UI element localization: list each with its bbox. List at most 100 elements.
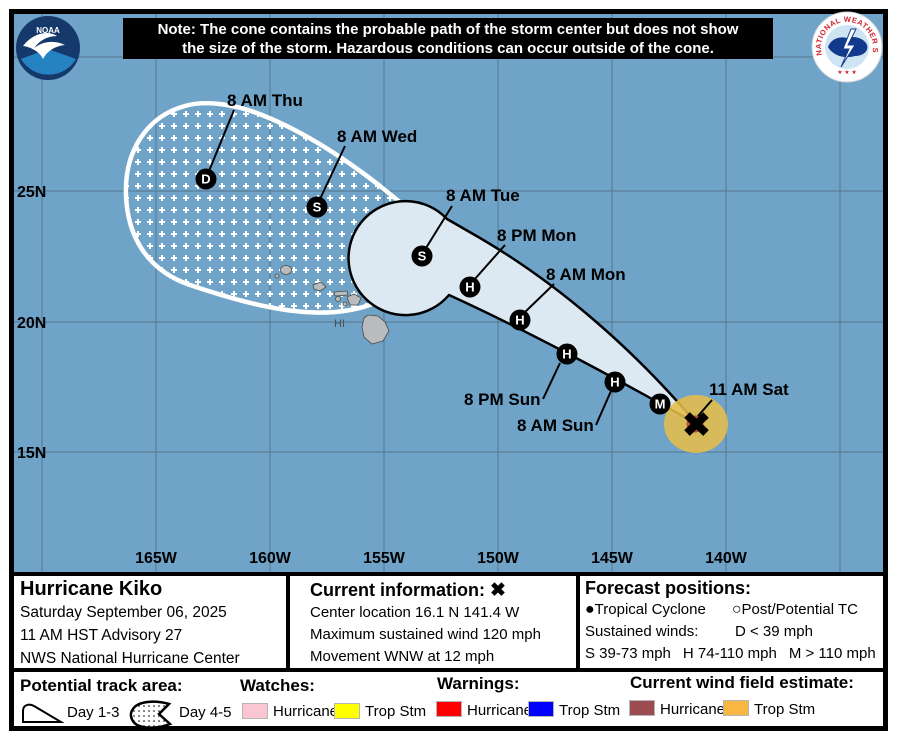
nws-logo-icon: NATIONAL WEATHER SERVICE ★ ★ ★	[811, 11, 883, 83]
watch-tropstm-swatch	[334, 703, 360, 719]
storm-date: Saturday September 06, 2025	[20, 604, 227, 621]
cone-note-banner: Note: The cone contains the probable pat…	[123, 18, 773, 59]
svg-text:H: H	[562, 347, 571, 362]
hawaii-islands	[274, 265, 390, 345]
track-label-tue: 8 AM Tue	[446, 186, 520, 205]
center-location: Center location 16.1 N 141.4 W	[310, 604, 520, 621]
tropical-cyclone-label: Tropical Cyclone	[594, 601, 706, 618]
forecast-positions-header: Forecast positions:	[585, 578, 752, 598]
legend-row: Potential track area: Day 1-3 Day 4-5 Wa…	[14, 668, 883, 729]
post-potential-circle-icon: ○	[731, 601, 742, 618]
storm-info-panel: Hurricane Kiko Saturday September 06, 20…	[14, 576, 286, 668]
lon-label: 145W	[591, 550, 634, 567]
movement: Movement WNW at 12 mph	[310, 648, 495, 665]
outer-frame	[9, 9, 888, 731]
forecast-point: H	[556, 343, 578, 365]
lon-label: 150W	[477, 550, 520, 567]
forecast-positions-panel: Forecast positions: ●Tropical Cyclone ○Po…	[580, 576, 883, 668]
wind-field-header: Current wind field estimate:	[630, 673, 854, 692]
note-line2: the size of the storm. Hazardous conditi…	[182, 40, 714, 57]
panel-divider	[576, 576, 580, 668]
svg-text:H: H	[610, 375, 619, 390]
lon-label: 165W	[135, 550, 178, 567]
current-info-header: Current information: ✖	[310, 579, 576, 602]
latitude-labels: 25N 20N 15N	[17, 184, 46, 462]
track-label-sun-am: 8 AM Sun	[517, 416, 594, 435]
current-position-x-glyph: ✖	[490, 580, 506, 601]
forecast-points: D S S H H H H M	[195, 168, 671, 415]
lat-label: 25N	[17, 184, 46, 201]
info-panels-row: Hurricane Kiko Saturday September 06, 20…	[14, 572, 883, 668]
forecast-point: S	[411, 245, 433, 267]
d-wind-range: D < 39 mph	[735, 623, 813, 640]
track-label-thu: 8 AM Thu	[227, 91, 303, 110]
nws-stars: ★ ★ ★	[837, 69, 856, 76]
watch-hurricane-label: Hurricane	[273, 703, 339, 720]
current-info-header-text: Current information:	[310, 580, 485, 600]
forecast-point: D	[195, 168, 217, 190]
svg-text:M: M	[655, 397, 666, 412]
watches-header: Watches:	[240, 676, 315, 695]
storm-advisory: 11 AM HST Advisory 27	[20, 627, 183, 644]
wind-tropstm-label: Trop Stm	[754, 701, 816, 718]
forecast-point: H	[604, 371, 626, 393]
svg-text:H: H	[465, 280, 474, 295]
post-potential-label: Post/Potential TC	[741, 601, 858, 618]
warning-hurricane-swatch	[436, 701, 462, 717]
s-wind-range: S 39-73 mph	[585, 645, 671, 662]
forecast-map: HI D S S H H H H M	[14, 14, 883, 572]
wind-tropstm-swatch	[723, 700, 749, 716]
panel-divider	[286, 576, 290, 668]
lon-label: 140W	[705, 550, 748, 567]
track-label-mon-pm: 8 PM Mon	[497, 226, 577, 245]
note-line1: Note: The cone contains the probable pat…	[157, 21, 739, 38]
watch-hurricane-swatch	[242, 703, 268, 719]
current-position-x-marker	[684, 412, 709, 436]
svg-text:H: H	[515, 313, 524, 328]
lat-label: 20N	[17, 315, 46, 332]
current-info-panel: Current information: ✖ Center location 1…	[290, 576, 576, 668]
watch-tropstm-label: Trop Stm	[365, 703, 427, 720]
svg-text:D: D	[201, 172, 210, 187]
hawaii-state-label: HI	[334, 318, 345, 330]
h-wind-range: H 74-110 mph	[682, 645, 777, 662]
forecast-point: H	[459, 276, 481, 298]
day4-5-cone-icon	[129, 700, 173, 729]
warning-tropstm-swatch	[528, 701, 554, 717]
track-label-current: 11 AM Sat	[709, 380, 789, 399]
forecast-point: M	[649, 393, 671, 415]
wind-hurricane-label: Hurricane	[660, 701, 726, 718]
lat-label: 15N	[17, 445, 46, 462]
tropical-cyclone-dot-icon: ●	[585, 601, 595, 618]
day1-3-cone-icon	[22, 703, 64, 723]
forecast-point: H	[509, 309, 531, 331]
day1-3-label: Day 1-3	[67, 704, 120, 721]
sustained-winds-line: Sustained winds: D < 39 mph	[585, 621, 883, 643]
longitude-labels: 165W 160W 155W 150W 145W 140W	[135, 550, 748, 567]
track-label-sun-pm: 8 PM Sun	[464, 390, 541, 409]
warning-hurricane-label: Hurricane	[467, 702, 533, 719]
noaa-logo-text: NOAA	[36, 26, 60, 35]
track-label-wed: 8 AM Wed	[337, 127, 418, 146]
svg-text:S: S	[418, 249, 427, 264]
potential-track-header: Potential track area:	[20, 676, 183, 695]
position-symbols-line: ●Tropical Cyclone ○Post/Potential TC	[585, 599, 883, 621]
noaa-logo-icon: NOAA	[16, 16, 80, 80]
wind-ranges-line: S 39-73 mph H 74-110 mph M > 110 mph	[585, 643, 883, 665]
warnings-header: Warnings:	[437, 674, 520, 693]
storm-agency: NWS National Hurricane Center	[20, 650, 240, 667]
lon-label: 155W	[363, 550, 406, 567]
wind-hurricane-swatch	[629, 700, 655, 716]
day4-5-label: Day 4-5	[179, 704, 232, 721]
warning-tropstm-label: Trop Stm	[559, 702, 621, 719]
sustained-winds-label: Sustained winds:	[585, 623, 699, 640]
storm-title: Hurricane Kiko	[20, 578, 163, 600]
lon-label: 160W	[249, 550, 292, 567]
track-label-mon-am: 8 AM Mon	[546, 265, 626, 284]
m-wind-range: M > 110 mph	[788, 645, 876, 662]
max-wind: Maximum sustained wind 120 mph	[310, 626, 541, 643]
svg-text:S: S	[313, 200, 322, 215]
forecast-point: S	[306, 196, 328, 218]
callout-lines	[208, 109, 713, 426]
